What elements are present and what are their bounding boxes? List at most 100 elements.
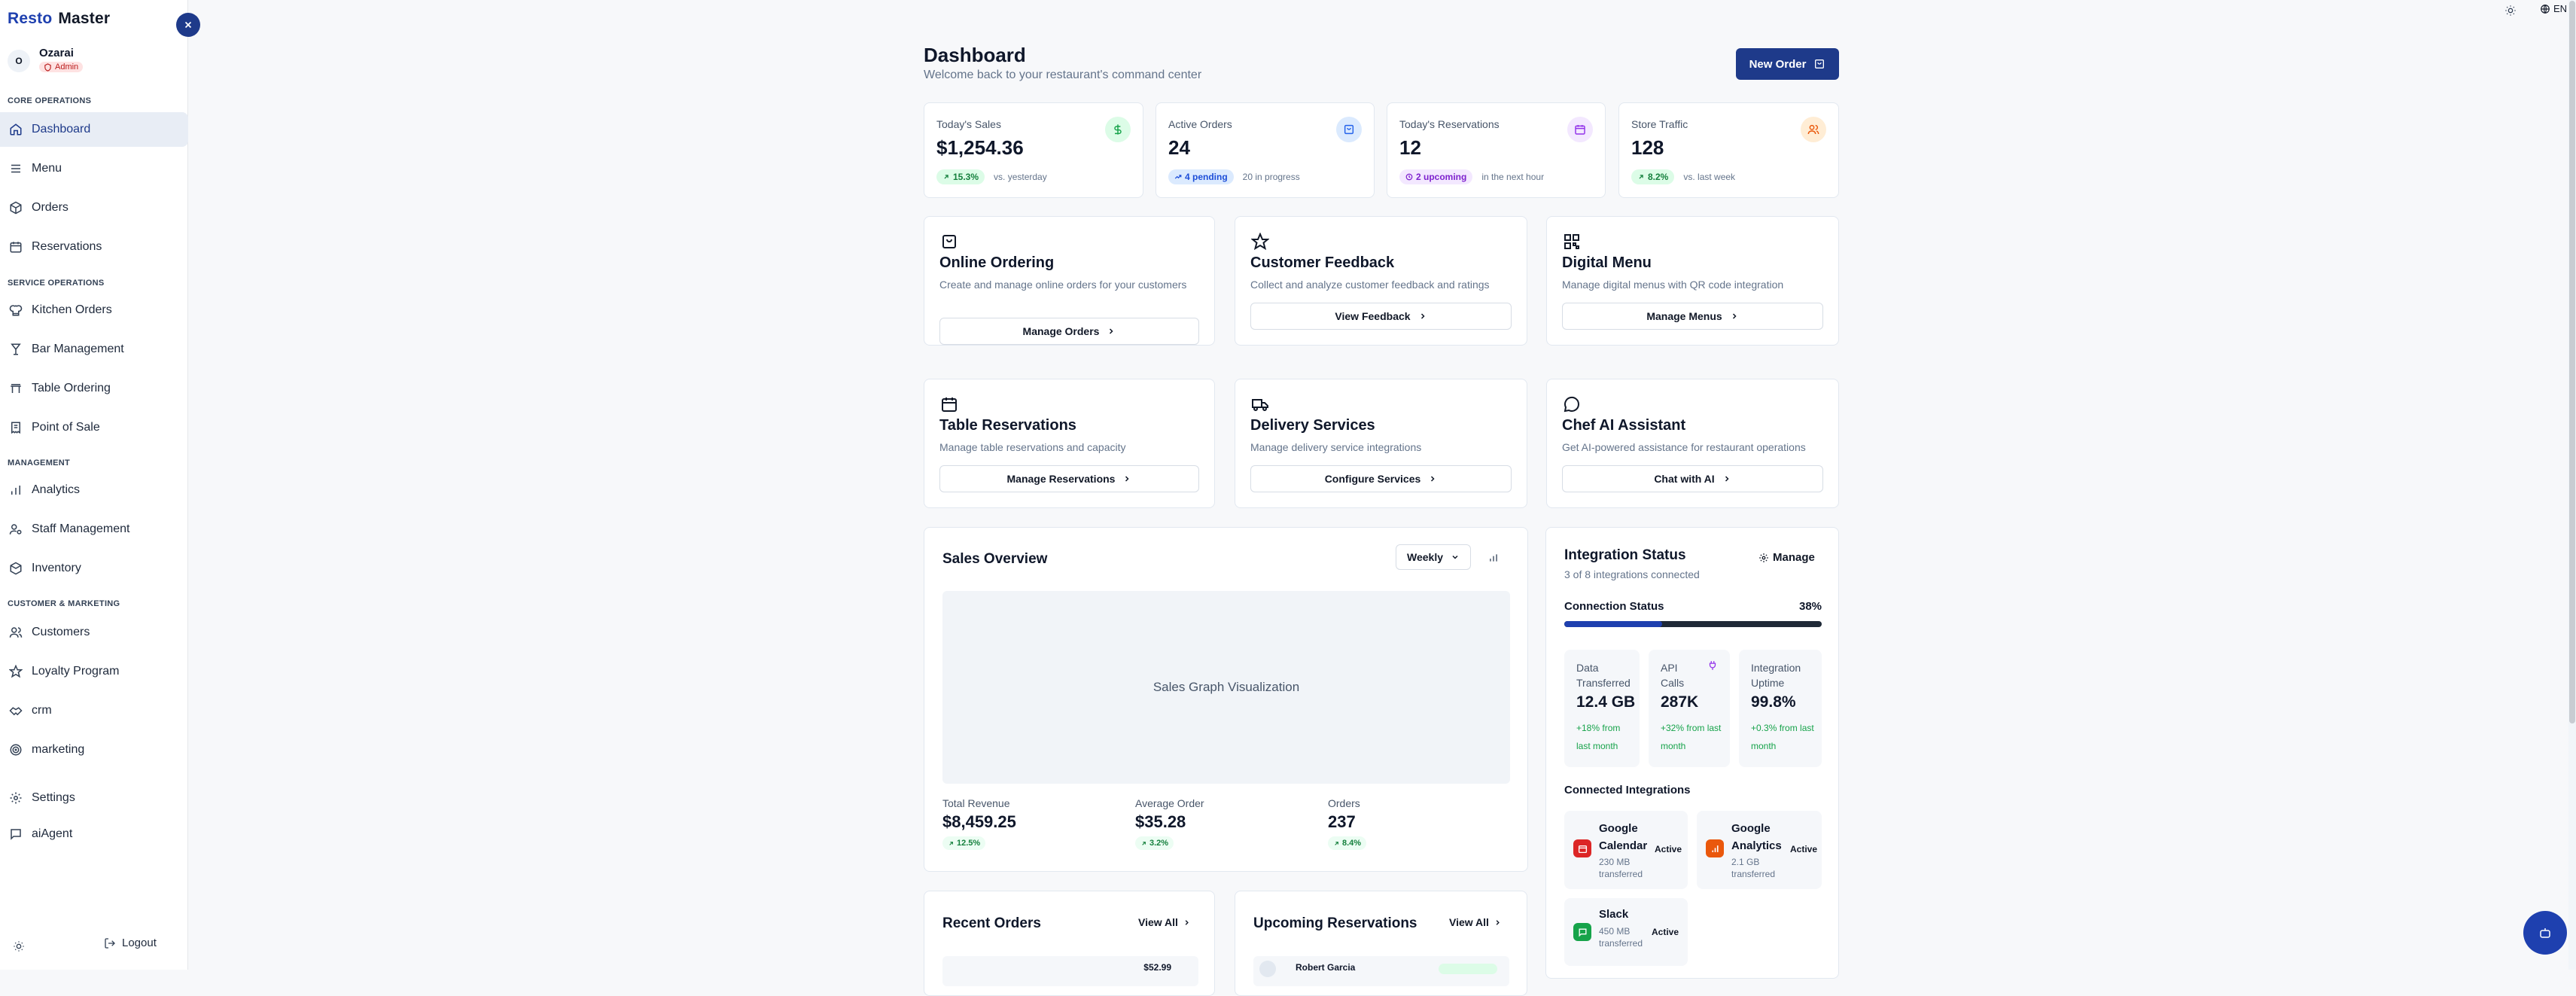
integration-status: Active — [1655, 844, 1682, 854]
metric-value: 12.4 GB — [1576, 693, 1636, 711]
upcoming-reservations-title: Upcoming Reservations — [1253, 915, 1417, 931]
stat-change-badge: 15.3% — [936, 169, 985, 184]
sidebar-item-marketing[interactable]: marketing — [0, 733, 188, 767]
metric-label: Data Transferred — [1576, 662, 1631, 689]
manage-menus-button[interactable]: Manage Menus — [1562, 303, 1823, 330]
manage-integrations-button[interactable]: Manage — [1754, 550, 1819, 565]
user-profile[interactable]: O Ozarai Admin — [8, 45, 84, 77]
feature-description: Collect and analyze customer feedback an… — [1250, 279, 1490, 291]
sidebar-item-settings[interactable]: Settings — [0, 781, 188, 815]
sidebar-item-label: Analytics — [32, 483, 81, 496]
sidebar-item-orders[interactable]: Orders — [0, 190, 188, 225]
metric-label: Average Order — [1135, 797, 1204, 809]
integration-title: Integration Status — [1564, 547, 1686, 563]
truck-icon — [1250, 394, 1270, 414]
sidebar-item-bar-management[interactable]: Bar Management — [0, 332, 188, 367]
sidebar-item-menu[interactable]: Menu — [0, 151, 188, 186]
sidebar-item-staff-management[interactable]: Staff Management — [0, 512, 188, 547]
metric-average-order: Average Order $35.28 3.2% — [1135, 797, 1204, 851]
bar-chart-icon[interactable] — [1486, 550, 1501, 565]
sidebar-item-label: Customers — [32, 626, 90, 638]
reservation-row[interactable]: Robert Garcia — [1253, 956, 1509, 986]
receipt-icon — [9, 421, 23, 434]
view-all-reservations-button[interactable]: View All — [1445, 915, 1506, 929]
chevron-right-icon — [1183, 918, 1191, 927]
chevron-right-icon — [1730, 312, 1739, 321]
role-label: Admin — [55, 62, 79, 72]
theme-toggle-icon[interactable] — [11, 938, 27, 955]
menu-icon — [9, 162, 23, 175]
integration-google-analytics[interactable]: Google Analytics 2.1 GB transferred Acti… — [1697, 811, 1822, 889]
stat-card-reservations: Today's Reservations 12 2 upcoming in th… — [1387, 102, 1606, 198]
feature-title: Delivery Services — [1250, 417, 1375, 434]
connection-status-value: 38% — [1799, 600, 1822, 613]
sales-title: Sales Overview — [942, 551, 1048, 567]
message-circle-icon — [1562, 394, 1582, 414]
view-all-orders-button[interactable]: View All — [1134, 915, 1195, 929]
close-sidebar-button[interactable] — [176, 13, 200, 37]
shopping-bag-icon — [1813, 58, 1825, 70]
stat-card-active-orders: Active Orders 24 4 pending 20 in progres… — [1156, 102, 1375, 198]
sidebar-item-customers[interactable]: Customers — [0, 615, 188, 650]
language-selector[interactable]: EN — [2540, 3, 2567, 14]
stat-card-sales: Today's Sales $1,254.36 15.3% vs. yester… — [924, 102, 1143, 198]
reservation-name: Robert Garcia — [1296, 962, 1356, 973]
sidebar-item-reservations[interactable]: Reservations — [0, 230, 188, 264]
recent-orders-card: Recent Orders View All $52.99 — [924, 891, 1215, 996]
chat-assistant-button[interactable] — [2523, 911, 2567, 955]
scrollbar-thumb[interactable] — [2569, 1, 2575, 723]
sidebar-item-aiagent[interactable]: aiAgent — [0, 817, 188, 851]
sidebar-item-point-of-sale[interactable]: Point of Sale — [0, 410, 188, 445]
manage-reservations-button[interactable]: Manage Reservations — [939, 465, 1199, 492]
integration-size: 2.1 GB transferred — [1731, 857, 1776, 879]
integration-google-calendar[interactable]: Google Calendar 230 MB transferred Activ… — [1564, 811, 1688, 889]
metric-integration-uptime: Integration Uptime 99.8% +0.3% from last… — [1739, 650, 1822, 767]
integration-size: 450 MB transferred — [1599, 926, 1643, 949]
sidebar-item-inventory[interactable]: Inventory — [0, 551, 188, 586]
feature-card-digital-menu: Digital Menu Manage digital menus with Q… — [1546, 216, 1839, 346]
arrow-up-icon — [1333, 840, 1340, 847]
feature-card-online-ordering: Online Ordering Create and manage online… — [924, 216, 1215, 346]
metric-change-badge: 8.4% — [1328, 836, 1367, 850]
globe-icon — [2540, 4, 2550, 14]
chevron-down-icon — [1451, 553, 1460, 562]
handshake-icon — [9, 704, 23, 717]
integration-slack[interactable]: Slack 450 MB transferred Active — [1564, 898, 1688, 966]
new-order-button[interactable]: New Order — [1736, 48, 1839, 80]
theme-sun-icon[interactable] — [2504, 4, 2517, 17]
metric-orders: Orders 237 8.4% — [1328, 797, 1367, 851]
feature-card-table-reservations: Table Reservations Manage table reservat… — [924, 379, 1215, 508]
metric-total-revenue: Total Revenue $8,459.25 12.5% — [942, 797, 1016, 851]
configure-services-button[interactable]: Configure Services — [1250, 465, 1512, 492]
sidebar-item-analytics[interactable]: Analytics — [0, 473, 188, 507]
star-icon — [1250, 232, 1270, 251]
stat-label: Today's Sales — [936, 118, 1001, 130]
stat-note: vs. last week — [1683, 172, 1736, 182]
stat-label: Active Orders — [1168, 118, 1232, 130]
box-icon — [9, 562, 23, 575]
metric-change: 3.2% — [1149, 839, 1169, 848]
gear-icon — [9, 791, 23, 805]
brand-logo[interactable]: Resto Master — [8, 10, 110, 28]
button-label: View Feedback — [1335, 310, 1411, 322]
view-feedback-button[interactable]: View Feedback — [1250, 303, 1512, 330]
sidebar-item-label: Bar Management — [32, 343, 124, 355]
sidebar-item-loyalty-program[interactable]: Loyalty Program — [0, 654, 188, 689]
chat-with-ai-button[interactable]: Chat with AI — [1562, 465, 1823, 492]
chat-icon — [9, 827, 23, 841]
sidebar-item-dashboard[interactable]: Dashboard — [0, 112, 188, 147]
order-row[interactable]: $52.99 — [942, 956, 1198, 986]
metric-value: $35.28 — [1135, 812, 1186, 831]
sidebar-item-table-ordering[interactable]: Table Ordering — [0, 371, 188, 406]
manage-orders-button[interactable]: Manage Orders — [939, 318, 1199, 345]
period-select[interactable]: Weekly — [1396, 544, 1471, 570]
chevron-right-icon — [1428, 474, 1437, 483]
sidebar-item-kitchen-orders[interactable]: Kitchen Orders — [0, 293, 188, 327]
logout-button[interactable]: Logout — [104, 937, 157, 949]
connection-progress-fill — [1564, 621, 1662, 627]
order-amount: $52.99 — [1143, 962, 1171, 973]
users-icon — [9, 626, 23, 639]
glass-icon — [9, 343, 23, 356]
sidebar-item-crm[interactable]: crm — [0, 693, 188, 728]
integration-subtitle: 3 of 8 integrations connected — [1564, 568, 1700, 580]
